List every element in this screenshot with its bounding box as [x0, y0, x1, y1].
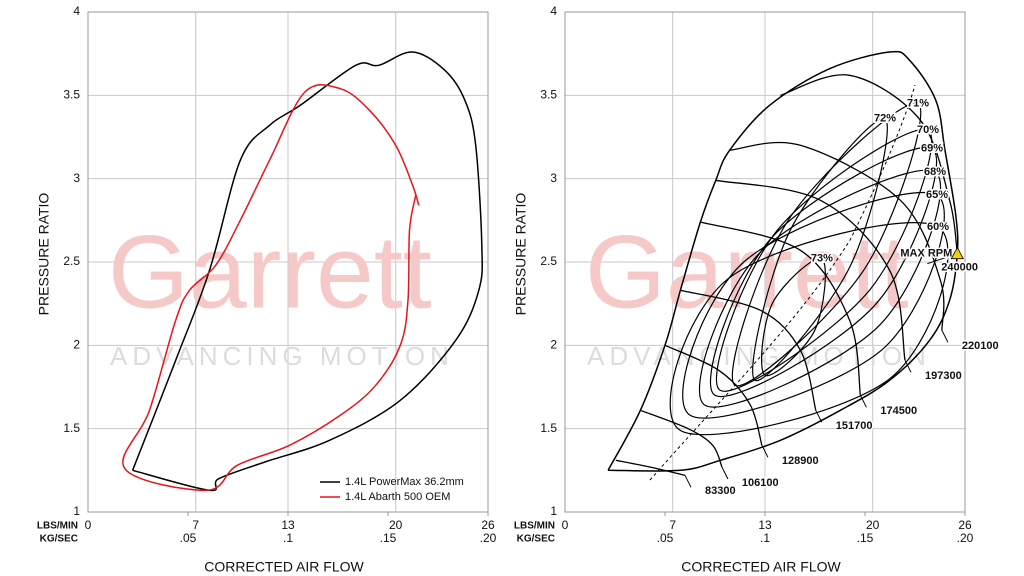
speed-label: 220100: [962, 340, 999, 352]
watermark-tagline: ADVANCING MOTION: [587, 341, 931, 371]
y-tick-label: 4: [550, 4, 557, 18]
speed-line: [700, 221, 862, 396]
speed-label: 106100: [742, 477, 779, 489]
speed-leader: [684, 475, 692, 488]
legend-label: 1.4L PowerMax 36.2mm: [345, 476, 464, 488]
speed-label: 197300: [925, 370, 962, 382]
efficiency-label: 73%: [811, 253, 833, 265]
x2-unit-label: KG/SEC: [40, 534, 78, 545]
x-tick-label: 7: [669, 518, 676, 532]
speed-line: [715, 179, 906, 361]
efficiency-label: 71%: [907, 98, 929, 110]
max-rpm-label: MAX RPM: [900, 248, 952, 260]
y-tick-label: 1: [73, 504, 80, 518]
speed-leader: [941, 330, 949, 343]
speed-line: [729, 141, 945, 331]
legend-label: 1.4L Abarth 500 OEM: [345, 491, 450, 503]
efficiency-centerline: [649, 84, 916, 481]
x-tick-label: 13: [281, 518, 295, 532]
efficiency-island: [752, 118, 888, 381]
efficiency-label: 68%: [924, 166, 946, 178]
plot-frame: [564, 11, 966, 513]
x2-tick-label: .15: [380, 531, 397, 545]
watermark-brand: Garrett: [108, 214, 432, 330]
speed-line: [680, 289, 817, 411]
speed-leader: [761, 445, 769, 458]
y-tick-label: 3.5: [63, 88, 80, 102]
x-tick-label: 7: [192, 518, 199, 532]
speed-line: [780, 74, 958, 254]
x-axis-title: CORRECTED AIR FLOW: [681, 559, 841, 575]
x-tick-label: 13: [758, 518, 772, 532]
efficiency-island: [731, 102, 922, 387]
watermark-tagline: ADVANCING MOTION: [110, 341, 454, 371]
y-tick-label: 1.5: [63, 421, 80, 435]
x-tick-label: 26: [958, 518, 972, 532]
speed-leader: [927, 253, 958, 265]
speed-leader: [904, 360, 912, 373]
y-tick-label: 3: [550, 171, 557, 185]
speed-label: 128900: [782, 455, 819, 467]
map-outline: [607, 50, 959, 472]
x2-tick-label: .05: [180, 531, 197, 545]
x2-tick-label: .1: [760, 531, 770, 545]
x2-tick-label: .20: [957, 531, 974, 545]
chart-panel: 1 1.5 2 2.5 3 3.5 4 0 7 13 20 26 .05 .1 .15 .20 LBS/MIN K…: [513, 4, 1000, 575]
efficiency-island: [710, 146, 938, 398]
y-tick-label: 3: [73, 171, 80, 185]
x-unit-label: LBS/MIN: [514, 521, 555, 532]
y-tick-label: 2: [73, 338, 80, 352]
x-tick-label: 26: [481, 518, 495, 532]
speed-line: [615, 459, 686, 476]
y-tick-label: 4: [73, 4, 80, 18]
warning-icon: [950, 246, 964, 260]
speed-leader: [721, 466, 729, 480]
y-tick-label: 2.5: [540, 254, 557, 268]
x-tick-label: 20: [389, 518, 403, 532]
efficiency-label: 69%: [921, 143, 943, 155]
x-tick-label: 0: [85, 518, 92, 532]
efficiency-island: [682, 191, 945, 419]
speed-label: 240000: [941, 262, 978, 274]
plot-frame: [87, 11, 489, 513]
y-tick-label: 1: [550, 504, 557, 518]
efficiency-label: 60%: [927, 221, 949, 233]
y-axis-title: PRESSURE RATIO: [513, 193, 529, 316]
watermark: Garrett ADVANCING MOTION: [108, 214, 454, 371]
x-axis-title: CORRECTED AIR FLOW: [204, 559, 364, 575]
efficiency-island: [761, 257, 826, 377]
y-axis-title: PRESSURE RATIO: [36, 193, 52, 316]
efficiency-label: 72%: [874, 113, 896, 125]
x2-tick-label: .15: [857, 531, 874, 545]
speed-line: [664, 344, 763, 446]
y-tick-label: 1.5: [540, 421, 557, 435]
efficiency-label: 65%: [926, 189, 948, 201]
x-unit-label: LBS/MIN: [37, 521, 78, 532]
efficiency-island: [698, 169, 942, 408]
speed-label: 83300: [705, 485, 736, 497]
x-tick-label: 0: [562, 518, 569, 532]
x-tick-label: 20: [866, 518, 880, 532]
chart-panel: 1 1.5 2 2.5 3 3.5 4 0 7 13 20 26 .05 .1 .15 .20 LBS/MIN K…: [36, 4, 497, 575]
speed-leader: [815, 410, 823, 423]
series-line: [122, 83, 420, 492]
y-tick-label: 3.5: [540, 88, 557, 102]
efficiency-label: 70%: [917, 124, 939, 136]
y-tick-label: 2: [550, 338, 557, 352]
efficiency-island: [715, 128, 933, 392]
speed-label: 151700: [836, 420, 873, 432]
y-tick-label: 2.5: [63, 254, 80, 268]
x2-unit-label: KG/SEC: [517, 534, 555, 545]
speed-line: [640, 409, 723, 468]
x2-tick-label: .1: [283, 531, 293, 545]
series-line: [131, 51, 483, 492]
x2-tick-label: .20: [480, 531, 497, 545]
x2-tick-label: .05: [657, 531, 674, 545]
speed-leader: [859, 395, 867, 408]
speed-label: 174500: [880, 405, 917, 417]
